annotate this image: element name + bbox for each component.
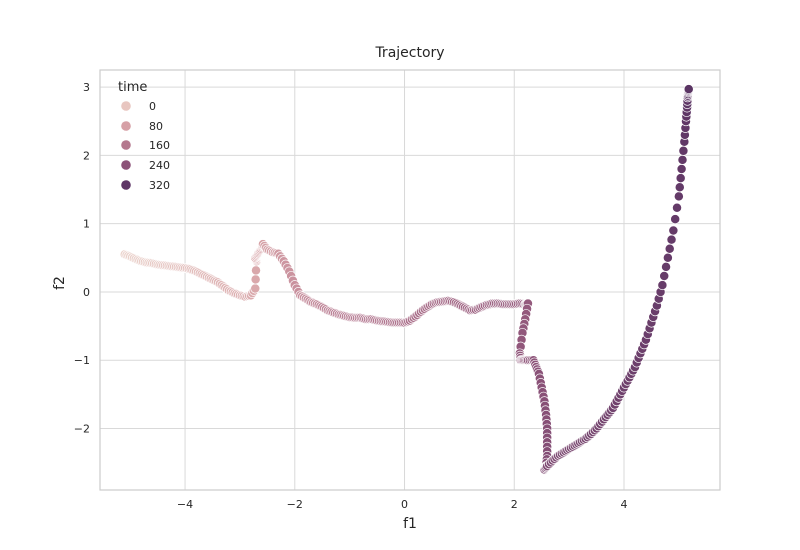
trajectory-point (678, 145, 689, 156)
y-tick-label: 1 (83, 218, 90, 231)
trajectory-point (251, 265, 261, 276)
trajectory-point (677, 154, 688, 165)
trajectory-point (250, 274, 261, 285)
legend-marker (121, 180, 131, 190)
data-points (119, 84, 694, 475)
trajectory-point (657, 280, 668, 291)
trajectory-point (666, 234, 677, 245)
legend-entry: 320 (121, 179, 170, 192)
chart-title: Trajectory (374, 45, 444, 61)
trajectory-point (672, 202, 682, 213)
x-tick-label: −4 (177, 498, 193, 511)
legend-title: time (118, 80, 147, 95)
trajectory-point (250, 283, 261, 294)
legend-marker (121, 101, 131, 111)
legend-label: 320 (149, 179, 170, 192)
trajectory-point (670, 214, 681, 225)
x-tick-label: 4 (620, 498, 627, 511)
plot-frame (99, 69, 721, 491)
trajectory-point (661, 261, 672, 272)
y-tick-label: −2 (74, 423, 90, 436)
x-tick-label: 2 (511, 498, 518, 511)
x-tick-label: −2 (287, 498, 303, 511)
legend-label: 0 (149, 100, 156, 113)
legend-entry: 80 (121, 120, 163, 133)
trajectory-point (664, 243, 675, 254)
trajectory-point (659, 271, 670, 281)
y-tick-label: −1 (74, 354, 90, 367)
trajectory-point (662, 252, 673, 263)
legend-marker (121, 160, 131, 170)
trajectory-point (675, 173, 686, 184)
y-tick-label: 0 (83, 286, 90, 299)
legend-entry: 0 (121, 100, 156, 113)
trajectory-point (674, 182, 685, 193)
y-tick-label: 3 (83, 81, 90, 94)
legend-label: 80 (149, 120, 163, 133)
legend-label: 240 (149, 159, 170, 172)
legend-entry: 240 (121, 159, 170, 172)
legend-entry: 160 (121, 139, 170, 152)
legend-label: 160 (149, 139, 170, 152)
y-tick-label: 2 (83, 149, 90, 162)
tick-labels: −4 −2 0 2 4 −2 −1 0 1 2 3 (74, 81, 628, 511)
legend-marker (121, 121, 131, 131)
x-tick-label: 0 (401, 498, 408, 511)
legend-marker (121, 140, 131, 150)
trajectory-point (673, 191, 684, 202)
y-axis-title: f2 (52, 276, 68, 290)
trajectory-point (683, 84, 694, 95)
trajectory-point (676, 164, 687, 174)
trajectory-point (668, 225, 679, 236)
x-axis-title: f1 (403, 516, 417, 532)
legend: time 0 80 160 240 320 (118, 80, 170, 192)
